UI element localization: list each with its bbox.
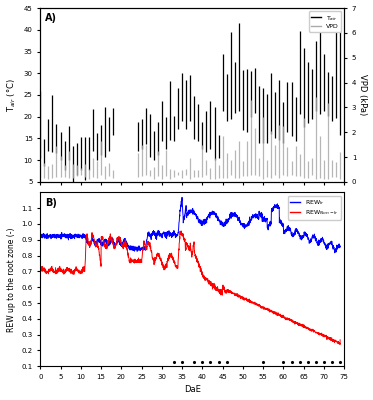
Text: B): B)	[45, 198, 57, 208]
Y-axis label: REW up to the root zone (-): REW up to the root zone (-)	[7, 227, 16, 332]
Y-axis label: T$_{air}$ (°C): T$_{air}$ (°C)	[6, 78, 18, 112]
X-axis label: DaE: DaE	[184, 386, 201, 394]
Legend: T$_{air}$, VPD: T$_{air}$, VPD	[309, 11, 341, 32]
Y-axis label: VPD (kPa): VPD (kPa)	[358, 74, 367, 116]
Text: A): A)	[45, 13, 57, 23]
Legend: REW$_{Ir}$, REW$_{Non-Ir}$: REW$_{Ir}$, REW$_{Non-Ir}$	[288, 196, 341, 220]
